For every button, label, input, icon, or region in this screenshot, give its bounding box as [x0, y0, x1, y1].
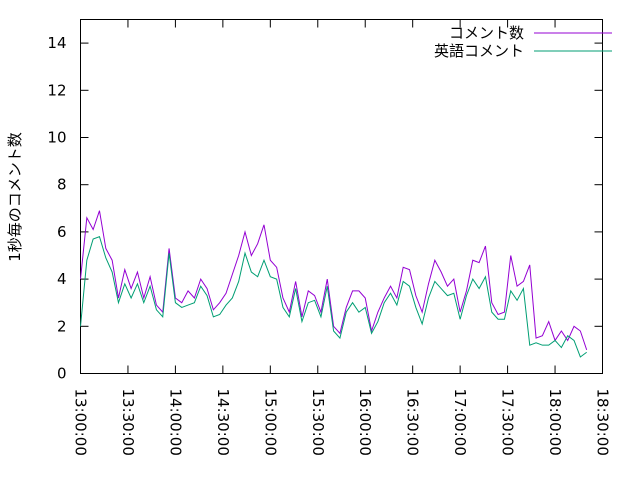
- y-tick-label: 6: [57, 223, 67, 241]
- y-tick-label: 4: [57, 270, 67, 288]
- x-tick-label: 17:00:00: [451, 389, 469, 456]
- x-tick-label: 15:30:00: [309, 389, 327, 456]
- legend-label: 英語コメント: [434, 42, 524, 60]
- x-tick-label: 14:30:00: [214, 389, 232, 456]
- y-axis-label: 1秒毎のコメント数: [6, 132, 24, 262]
- y-tick-label: 10: [47, 129, 66, 147]
- y-tick-label: 0: [57, 365, 67, 383]
- x-tick-label: 17:30:00: [499, 389, 517, 456]
- x-tick-label: 15:00:00: [261, 389, 279, 456]
- y-tick-label: 12: [47, 81, 66, 99]
- series-line: [80, 235, 587, 358]
- x-tick-label: 13:00:00: [72, 389, 90, 456]
- plot-frame: [80, 19, 603, 374]
- y-tick-label: 14: [47, 34, 66, 52]
- x-tick-label: 14:00:00: [166, 389, 184, 456]
- x-tick-label: 18:30:00: [594, 389, 612, 456]
- x-tick-label: 16:00:00: [356, 389, 374, 456]
- x-tick-label: 13:30:00: [119, 389, 137, 456]
- y-tick-label: 2: [57, 317, 67, 335]
- legend-label: コメント数: [449, 24, 524, 42]
- y-tick-label: 8: [57, 176, 67, 194]
- x-tick-label: 18:00:00: [546, 389, 564, 456]
- x-tick-label: 16:30:00: [404, 389, 422, 456]
